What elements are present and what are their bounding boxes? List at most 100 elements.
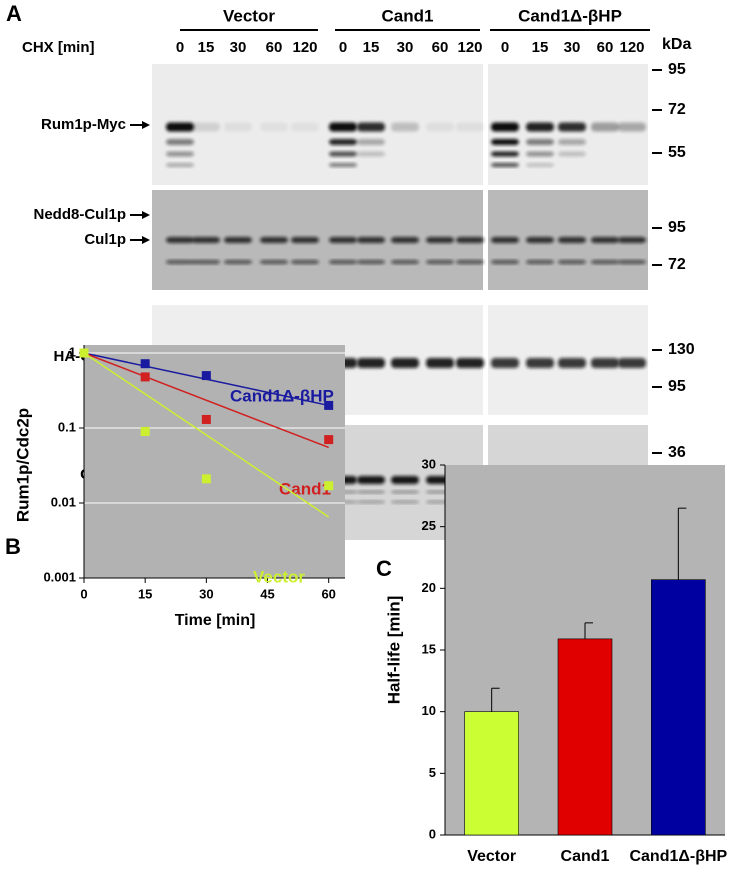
marker-label: 130 [668, 341, 695, 358]
timepoint-label: 60 [266, 39, 283, 56]
band [526, 260, 554, 264]
band [391, 237, 419, 243]
series-label: Cand1Δ-βHP [230, 386, 334, 405]
y-tick-label: 10 [422, 703, 436, 718]
band [166, 163, 194, 167]
band [591, 122, 619, 132]
timepoint-label: 30 [564, 39, 581, 56]
panel-label: C [376, 556, 392, 581]
band [558, 139, 586, 145]
band [260, 237, 288, 243]
band [166, 260, 194, 264]
group-label: Cand1 [382, 6, 434, 25]
band [456, 260, 484, 264]
band [357, 358, 385, 368]
y-tick-label: 20 [422, 580, 436, 595]
series-label: Vector [253, 567, 305, 586]
point [324, 481, 334, 491]
band [426, 358, 454, 368]
point [140, 426, 150, 436]
band [260, 122, 288, 132]
timepoint-label: 30 [397, 39, 414, 56]
band [357, 490, 385, 494]
chx-label: CHX [min] [22, 39, 95, 56]
timepoint-label: 0 [339, 39, 347, 56]
timepoint-label: 30 [230, 39, 247, 56]
band [491, 237, 519, 243]
band [357, 151, 385, 157]
band [491, 260, 519, 264]
band [526, 163, 554, 167]
kda-label: kDa [662, 36, 691, 53]
band [329, 163, 357, 167]
timepoint-label: 120 [292, 39, 317, 56]
x-tick-label: 45 [260, 586, 274, 601]
band [591, 260, 619, 264]
band [357, 500, 385, 504]
x-tick-label: Vector [467, 848, 516, 865]
timepoint-label: 15 [532, 39, 549, 56]
x-tick-label: 0 [80, 586, 87, 601]
point [324, 435, 334, 445]
x-tick-label: Cand1 [561, 848, 610, 865]
y-tick-label: 0.01 [51, 494, 76, 509]
timepoint-label: 60 [432, 39, 449, 56]
band [391, 490, 419, 494]
band [491, 151, 519, 157]
band [558, 237, 586, 243]
band [192, 237, 220, 243]
timepoint-label: 0 [176, 39, 184, 56]
band [591, 237, 619, 243]
y-axis-label: Rum1p/Cdc2p [13, 408, 32, 522]
band [224, 122, 252, 132]
band [591, 358, 619, 368]
point [201, 414, 211, 424]
band [329, 139, 357, 145]
band [391, 476, 419, 484]
band [391, 500, 419, 504]
point [140, 359, 150, 369]
band [329, 260, 357, 264]
timepoint-label: 60 [597, 39, 614, 56]
band [456, 237, 484, 243]
group-label: Vector [223, 6, 275, 25]
band [357, 122, 385, 132]
trend-line [83, 352, 330, 518]
y-axis-label: Half-life [min] [384, 596, 403, 705]
timepoint-label: 15 [198, 39, 215, 56]
band [224, 237, 252, 243]
timepoint-label: 120 [619, 39, 644, 56]
y-tick-label: 0.1 [58, 419, 76, 434]
band [329, 237, 357, 243]
marker-label: 95 [668, 61, 686, 78]
band [224, 260, 252, 264]
band [192, 122, 220, 132]
series-label: Cand1 [279, 479, 331, 498]
group-label: Cand1Δ-βHP [518, 6, 622, 25]
x-tick-label: Cand1Δ-βHP [629, 848, 727, 865]
band [391, 122, 419, 132]
band [391, 358, 419, 368]
band [491, 122, 519, 132]
marker-label: 95 [668, 378, 686, 395]
arrow-head [142, 121, 150, 129]
band [166, 151, 194, 157]
protein-label: Cul1p [84, 231, 126, 248]
band [329, 151, 357, 157]
arrow-head [142, 236, 150, 244]
point [201, 474, 211, 484]
arrow-head [142, 211, 150, 219]
marker-label: 36 [668, 444, 686, 461]
y-tick-label: 0.001 [43, 569, 76, 584]
timepoint-label: 120 [457, 39, 482, 56]
band [491, 358, 519, 368]
band [357, 139, 385, 145]
band [166, 139, 194, 145]
band [192, 260, 220, 264]
bar [464, 711, 519, 836]
x-axis-label: Time [min] [175, 612, 256, 629]
band [618, 260, 646, 264]
panel-label: B [5, 534, 21, 559]
band [260, 260, 288, 264]
